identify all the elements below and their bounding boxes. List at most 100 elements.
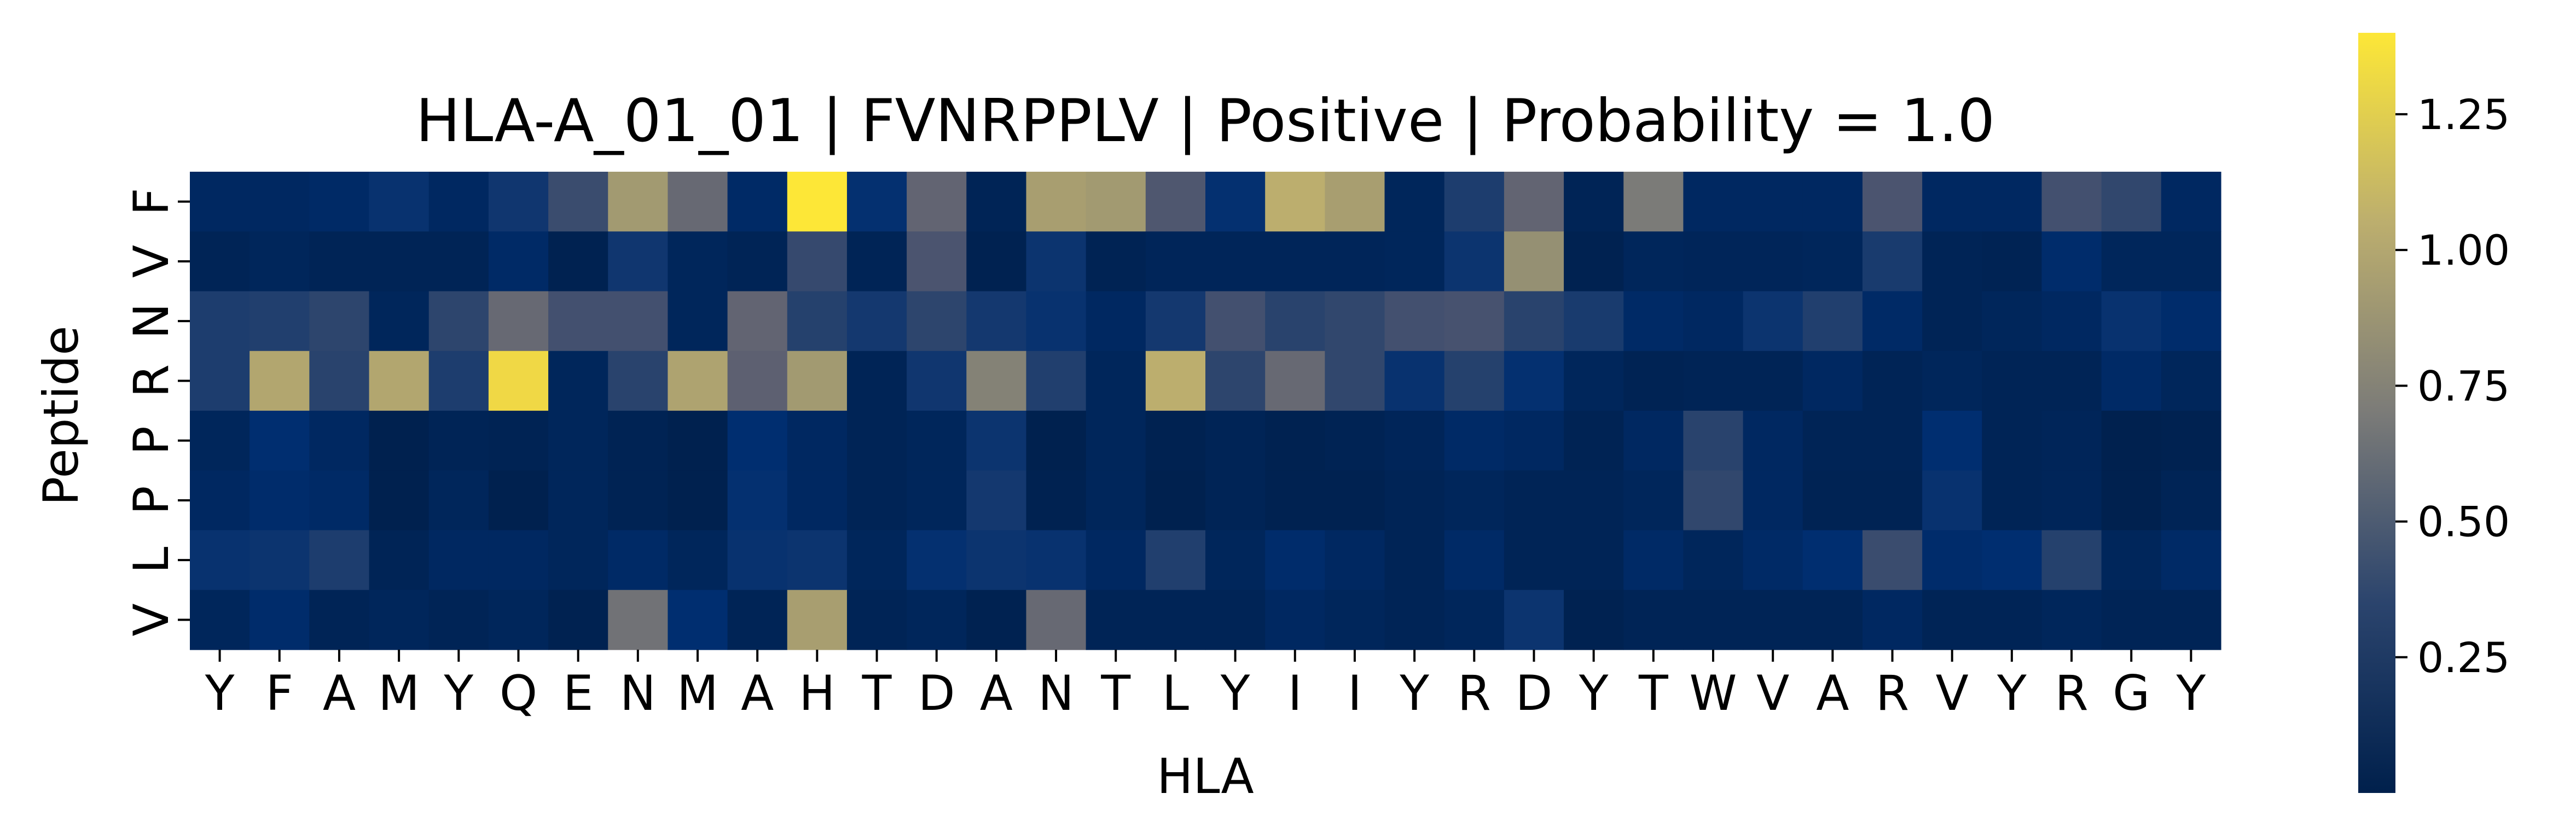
heatmap-cell [608, 291, 669, 352]
heatmap-cell [907, 231, 967, 292]
heatmap-cell [428, 470, 489, 531]
heatmap-cell [1922, 590, 1982, 650]
heatmap-cell [428, 291, 489, 352]
heatmap-cell [727, 231, 788, 292]
x-axis-label: HLA [1157, 748, 1254, 804]
heatmap-cell [1504, 470, 1564, 531]
heatmap-cell [1205, 530, 1266, 591]
heatmap-cell [1504, 590, 1564, 650]
heatmap-cell [2101, 291, 2162, 352]
heatmap-cell [428, 530, 489, 591]
heatmap-cell [2041, 231, 2102, 292]
heatmap-cell [2041, 530, 2102, 591]
heatmap-cell [1325, 530, 1385, 591]
heatmap-cell [727, 291, 788, 352]
heatmap-cell [1982, 351, 2043, 411]
heatmap-cell [727, 470, 788, 531]
heatmap-cell [190, 172, 250, 232]
heatmap-cell [1325, 411, 1385, 471]
heatmap-cell [548, 172, 608, 232]
heatmap-cell [1205, 470, 1266, 531]
heatmap-cell [548, 351, 608, 411]
heatmap-cell [1444, 291, 1505, 352]
heatmap-cell [1026, 411, 1087, 471]
heatmap-cell [1683, 411, 1744, 471]
x-tick-label: V [1756, 665, 1789, 721]
heatmap-cell [309, 231, 370, 292]
heatmap-cell [250, 411, 310, 471]
heatmap-cell [1384, 291, 1445, 352]
heatmap-cell [1862, 530, 1923, 591]
heatmap-cell [1564, 291, 1624, 352]
heatmap-cell [1145, 231, 1206, 292]
heatmap-cell [250, 351, 310, 411]
heatmap-cell [1862, 470, 1923, 531]
heatmap-cell [1743, 530, 1803, 591]
heatmap-cell [1145, 291, 1206, 352]
heatmap-cell [1922, 351, 1982, 411]
colorbar: 0.25 0.50 0.75 1.00 1.25 [2358, 33, 2510, 793]
heatmap-cell [2161, 411, 2221, 471]
heatmap-cell [2101, 470, 2162, 531]
heatmap-cell [668, 291, 728, 352]
heatmap-cell [668, 590, 728, 650]
heatmap-cell [608, 470, 669, 531]
heatmap-cell [250, 172, 310, 232]
heatmap-cell [1205, 351, 1266, 411]
heatmap-cell [1026, 291, 1087, 352]
heatmap-cell [846, 530, 907, 591]
heatmap-cell [488, 291, 549, 352]
x-tick-label: A [980, 665, 1013, 721]
y-tick-label: V [123, 603, 179, 636]
heatmap-cell [2041, 590, 2102, 650]
colorbar-gradient [2358, 33, 2395, 793]
heatmap-cell [608, 351, 669, 411]
x-tick-label: Y [1220, 665, 1250, 721]
x-tick-label: Y [1997, 665, 2027, 721]
heatmap-cell [787, 291, 848, 352]
heatmap-cell [907, 411, 967, 471]
heatmap-cell [1683, 172, 1744, 232]
heatmap-cell [1504, 172, 1564, 232]
heatmap-cell [250, 231, 310, 292]
heatmap-cell [2161, 351, 2221, 411]
heatmap-cell [309, 411, 370, 471]
x-tick-label: A [741, 665, 774, 721]
heatmap-cell [966, 231, 1027, 292]
heatmap-cell [2101, 530, 2162, 591]
colorbar-tick-label: 0.75 [2417, 361, 2510, 410]
heatmap-cell [1982, 231, 2043, 292]
heatmap-cell [1384, 172, 1445, 232]
heatmap-cell [1922, 231, 1982, 292]
heatmap-cell [1086, 470, 1146, 531]
y-axis-label: Peptide [33, 326, 89, 506]
chart-title: HLA-A_01_01 | FVNRPPLV | Positive | Prob… [416, 87, 1995, 155]
heatmap-cell [1325, 172, 1385, 232]
x-tick-label: I [1288, 665, 1302, 721]
heatmap-cell [1982, 470, 2043, 531]
heatmap-cell [846, 351, 907, 411]
heatmap-cell [1325, 291, 1385, 352]
heatmap-cell [250, 291, 310, 352]
heatmap-cell [1145, 530, 1206, 591]
heatmap-cell [1384, 590, 1445, 650]
heatmap-cell [1683, 470, 1744, 531]
heatmap-cell [488, 172, 549, 232]
heatmap-cell [190, 291, 250, 352]
heatmap-cell [369, 530, 430, 591]
heatmap-cell [548, 590, 608, 650]
y-tick-label: L [123, 547, 179, 574]
heatmap-cell [1623, 530, 1684, 591]
heatmap-cell [2041, 470, 2102, 531]
heatmap-cell [907, 590, 967, 650]
x-tick-label: Y [1579, 665, 1609, 721]
heatmap-cell [1026, 351, 1087, 411]
heatmap-cell [2161, 590, 2221, 650]
heatmap-cell [190, 231, 250, 292]
heatmap-cell [1325, 351, 1385, 411]
heatmap-cell [1384, 470, 1445, 531]
heatmap-cell [1802, 351, 1863, 411]
heatmap-cells [190, 172, 2221, 650]
heatmap-cell [1564, 411, 1624, 471]
heatmap-cell [966, 172, 1027, 232]
